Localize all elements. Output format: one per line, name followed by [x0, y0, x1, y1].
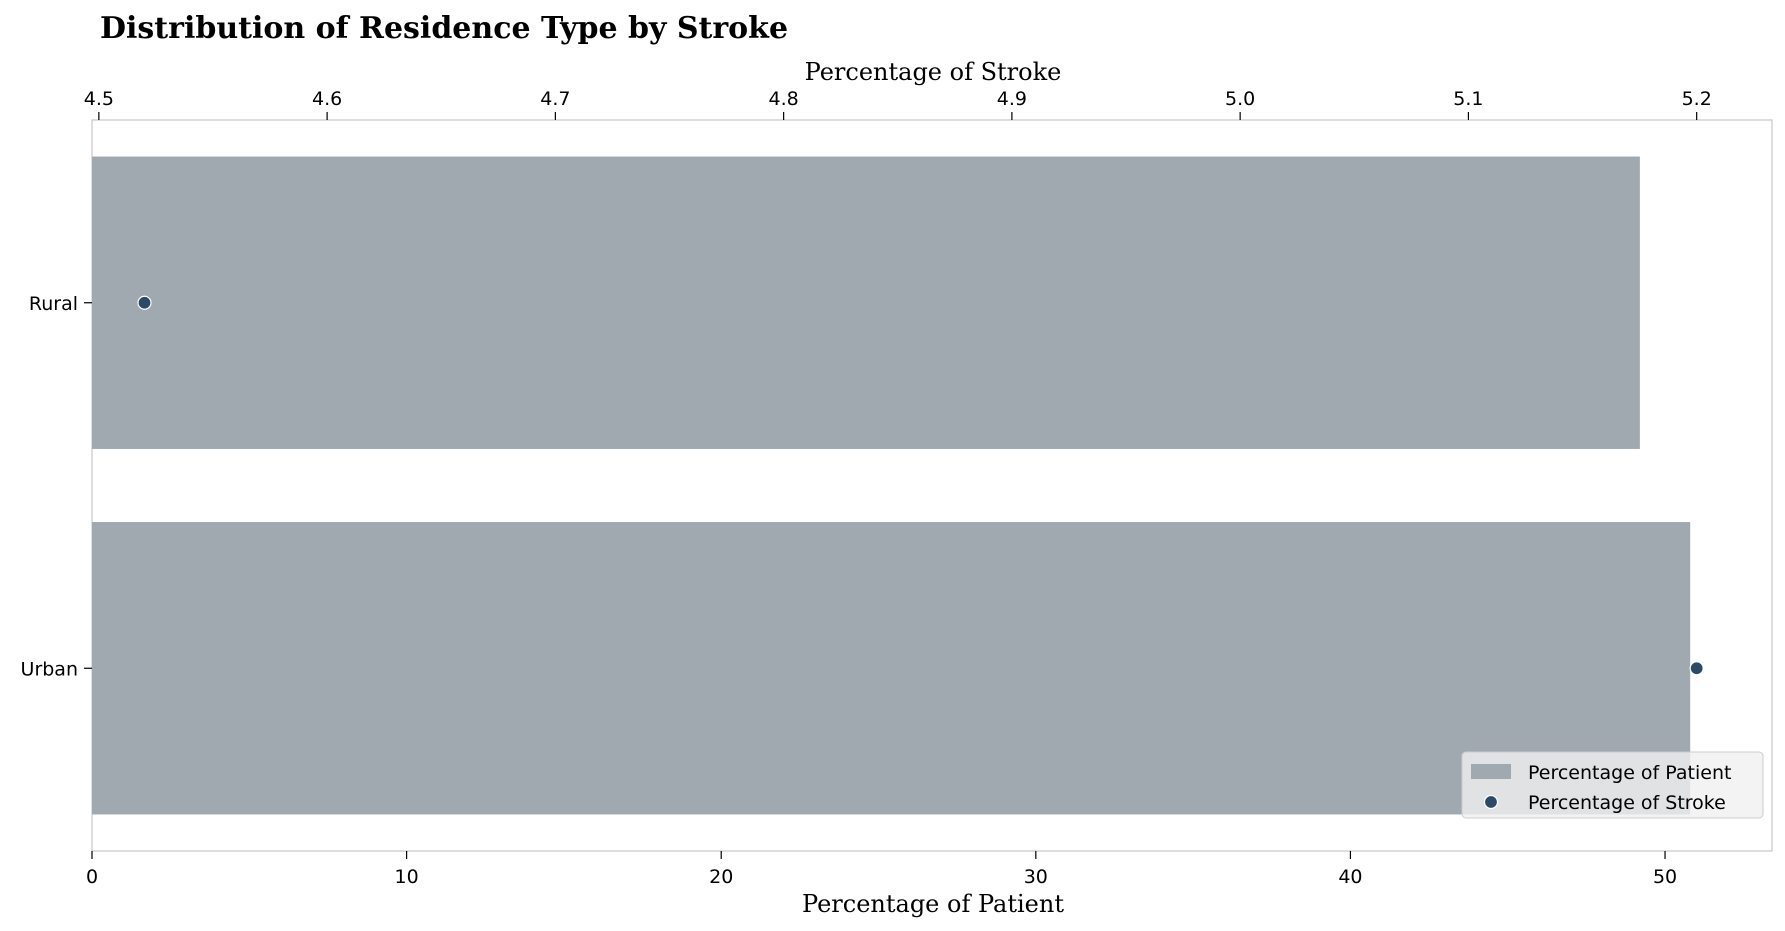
top-axis-tick-label: 4.8: [769, 88, 799, 110]
legend-swatch-point: [1483, 794, 1499, 810]
legend-label: Percentage of Patient: [1528, 762, 1731, 784]
legend-label: Percentage of Stroke: [1528, 792, 1726, 814]
legend-box: [1461, 751, 1764, 819]
bottom-axis-title: Percentage of Patient: [802, 890, 1064, 918]
chart-title: Distribution of Residence Type by Stroke: [100, 11, 788, 46]
bottom-axis-tick-label: 40: [1338, 866, 1362, 888]
bottom-axis-tick-label: 0: [86, 866, 98, 888]
top-axis-tick-label: 4.7: [540, 88, 570, 110]
point-rural: [137, 295, 152, 310]
plot-frame: [91, 119, 1773, 852]
top-axis-tick-label: 4.6: [312, 88, 342, 110]
legend-swatch-bar: [1471, 764, 1511, 779]
top-axis-tick-label: 5.2: [1682, 88, 1712, 110]
bottom-axis-tick-label: 20: [709, 866, 733, 888]
bottom-axis-tick-label: 50: [1653, 866, 1677, 888]
top-axis-tick-label: 4.9: [997, 88, 1027, 110]
y-tick-label: Urban: [21, 658, 78, 680]
bottom-axis-tick-label: 10: [395, 866, 419, 888]
bottom-axis-tick-label: 30: [1024, 866, 1048, 888]
top-axis-tick-label: 5.0: [1225, 88, 1255, 110]
top-axis-title: Percentage of Stroke: [805, 58, 1062, 86]
point-urban: [1689, 661, 1704, 676]
plot-area: Urban Rural 0 10 20 30 40 50 4.5 4.6 4.7 4.8 4.9 5.0 5…: [21, 88, 1773, 888]
y-tick-label: Rural: [29, 293, 78, 315]
top-axis-tick-label: 5.1: [1453, 88, 1483, 110]
bar-rural: [92, 156, 1640, 449]
top-axis-tick-label: 4.5: [84, 88, 114, 110]
bar-urban: [92, 522, 1691, 815]
